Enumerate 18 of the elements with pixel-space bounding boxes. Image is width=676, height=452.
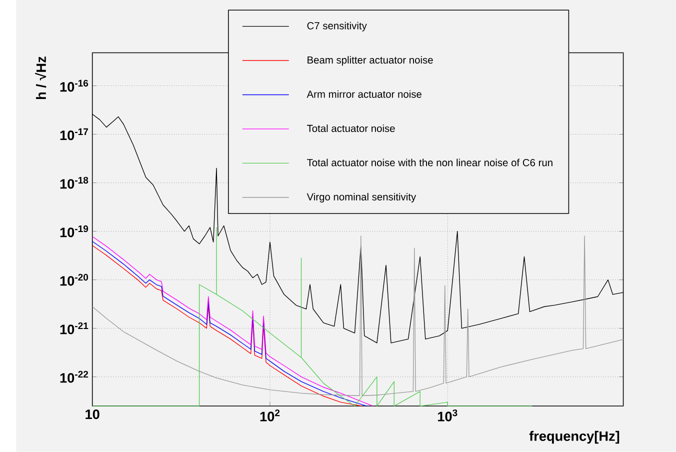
legend-label: Virgo nominal sensitivity [306,193,416,203]
y-tick-label: 10$^{-16}$ [60,80,88,92]
y-tick-label: 10$^{-22}$ [60,370,88,383]
legend-label: Total actuator noise with the non linear noise of C6 run [307,158,552,166]
y-tick-label: 10$^{-21}$ [60,322,88,334]
y-tick-label: 10$^{-19}$ [60,225,88,238]
y-tick-label: 10$^{-17}$ [60,128,88,140]
legend-label: Beam splitter actuator noise [308,56,433,66]
legend-label: Total actuator noise [307,124,395,132]
x-tick-label: 10 [86,410,100,420]
x-tick-label: 10$^{2}$ [260,410,280,422]
x-axis-title: frequency[Hz] [529,430,620,444]
y-axis-title: h / √Hz [35,56,46,100]
y-tick-label: 10$^{-18}$ [60,176,88,189]
legend-label: Arm mirror actuator noise [306,90,422,98]
x-tick-label: 10$^{3}$ [438,410,458,422]
legend-label: C7 sensitivity [307,22,367,32]
y-tick-label: 10$^{-20}$ [60,274,88,286]
